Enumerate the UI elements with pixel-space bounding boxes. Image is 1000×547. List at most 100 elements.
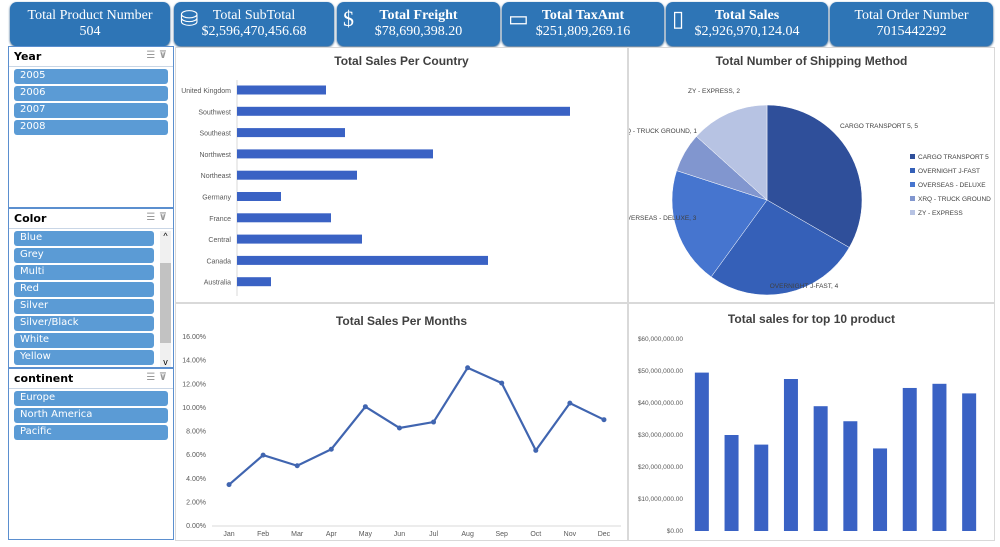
chart-shipping-method: Total Number of Shipping Method CARGO TR… (617, 47, 995, 303)
x-tick-label: Dec (598, 531, 611, 538)
slicer-item[interactable]: Yellow (14, 350, 154, 365)
tick-label: Northwest (199, 152, 231, 159)
x-tick-label: Jan (223, 531, 234, 538)
scroll-down-icon[interactable]: v (163, 357, 168, 367)
bar (237, 128, 345, 138)
slicer-item[interactable]: 2008 (14, 120, 168, 135)
kpi-title: Total Product Number (27, 8, 153, 23)
kpi-card: Total Product Number 504 (10, 2, 170, 46)
slicer-item[interactable]: Blue (14, 231, 154, 246)
kpi-value: $2,596,470,456.68 (201, 24, 307, 39)
legend-swatch (910, 168, 915, 173)
multi-select-icon[interactable]: ☰ (146, 372, 156, 383)
slicer-header: continent ☰ ⊽ (9, 369, 173, 389)
y-tick-label: 8.00% (186, 429, 206, 436)
y-tick-label: 0.00% (186, 523, 206, 530)
scroll-up-icon[interactable]: ^ (163, 231, 168, 241)
tick-label: Germany (202, 195, 231, 202)
wallet-icon: ▯ (672, 6, 685, 31)
slicer-header: Color ☰ ⊽ (9, 209, 173, 229)
slicer-item[interactable]: White (14, 333, 154, 348)
kpi-card: ⛁ Total SubTotal $2,596,470,456.68 (174, 2, 334, 46)
bar (724, 435, 739, 531)
data-point (260, 452, 266, 458)
banknote-icon: ▭ (508, 6, 529, 31)
pie-slice (710, 199, 850, 296)
slicer-item[interactable]: Multi (14, 265, 154, 280)
y-tick-label: 16.00% (182, 334, 206, 341)
slicer-item[interactable]: Grey (14, 248, 154, 263)
data-point (601, 417, 607, 423)
scrollbar-thumb[interactable] (160, 263, 171, 343)
bar (237, 106, 570, 116)
bar (237, 255, 488, 265)
data-label: XRQ - TRUCK GROUND, 1 (629, 128, 697, 135)
chart-title: Total Sales Per Country (334, 54, 469, 68)
slicer-item[interactable]: 2005 (14, 69, 168, 84)
kpi-title: Total SubTotal (212, 8, 296, 23)
legend-label: CARGO TRANSPORT 5 (918, 154, 989, 161)
bar (962, 393, 977, 531)
slicer-item[interactable]: Europe (14, 391, 168, 406)
slicer-item[interactable]: 2007 (14, 103, 168, 118)
multi-select-icon[interactable]: ☰ (146, 50, 156, 61)
tick-label: United Kingdom (181, 88, 231, 95)
slicer-item[interactable]: Red (14, 282, 154, 297)
slicer-title: Year (14, 50, 42, 63)
tick-label: Southeast (199, 131, 231, 138)
x-tick-label: Apr (326, 531, 338, 538)
x-tick-label: Oct (530, 531, 541, 538)
slicer-item[interactable]: Pacific (14, 425, 168, 440)
kpi-value: $2,926,970,124.04 (694, 24, 800, 39)
legend-swatch (910, 196, 915, 201)
tick-label: Northeast (201, 173, 231, 180)
kpi-title: Total Sales (714, 8, 780, 23)
clear-filter-icon[interactable]: ⊽ (158, 212, 167, 223)
slicer-item[interactable]: North America (14, 408, 168, 423)
chart-sales-per-months: Total Sales Per Months 0.00% 2.00% 4.00% 6.… (175, 303, 628, 541)
slicer-item[interactable]: Silver/Black (14, 316, 154, 331)
data-point (431, 419, 437, 425)
bar (694, 372, 709, 531)
bar (902, 387, 917, 531)
data-label: ZY - EXPRESS, 2 (688, 88, 740, 95)
legend-label: OVERSEAS - DELUXE (918, 182, 986, 189)
tick-label: Central (208, 237, 231, 244)
coins-icon: ⛁ (180, 6, 199, 31)
clear-filter-icon[interactable]: ⊽ (158, 372, 167, 383)
chart-top10-products: Total sales for top 10 product $0.00 $10,… (628, 303, 995, 541)
data-point (396, 425, 402, 431)
kpi-card: $ Total Freight $78,690,398.20 (337, 2, 500, 46)
y-tick-label: 4.00% (186, 476, 206, 483)
chart-sales-per-country: Total Sales Per Country United Kingdom So… (175, 47, 628, 303)
chart-title: Total sales for top 10 product (727, 312, 896, 326)
data-point (533, 447, 539, 453)
kpi-value: 7015442292 (876, 24, 947, 39)
kpi-value: $251,809,269.16 (535, 24, 631, 39)
bar (754, 444, 769, 531)
slicer-item[interactable]: 2006 (14, 86, 168, 101)
y-tick-label: 12.00% (182, 381, 206, 388)
bar (843, 421, 858, 531)
kpi-title: Total Order Number (854, 8, 969, 23)
x-tick-label: Jun (394, 531, 405, 538)
y-tick-label: 14.00% (182, 358, 206, 365)
legend-swatch (910, 154, 915, 159)
bar (813, 406, 828, 531)
multi-select-icon[interactable]: ☰ (146, 212, 156, 223)
kpi-title: Total Freight (379, 8, 458, 23)
bar (237, 234, 362, 244)
pie-slice (671, 170, 768, 278)
y-tick-label: $20,000,000.00 (638, 464, 684, 471)
clear-filter-icon[interactable]: ⊽ (158, 50, 167, 61)
legend-label: XRQ - TRUCK GROUND (918, 196, 991, 203)
slicer-item[interactable]: Silver (14, 299, 154, 314)
data-point (328, 446, 334, 452)
tick-label: Australia (204, 280, 231, 287)
tick-label: Southwest (198, 109, 231, 116)
legend-swatch (910, 210, 915, 215)
bar (873, 448, 888, 531)
data-point (465, 365, 471, 371)
x-tick-label: Nov (564, 531, 577, 538)
scrollbar[interactable]: ^ v (160, 231, 171, 367)
